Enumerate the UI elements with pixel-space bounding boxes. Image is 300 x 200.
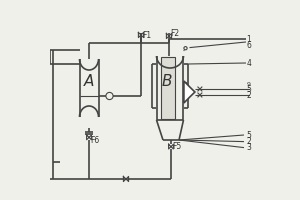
Bar bbox=[161, 57, 175, 119]
Text: F6: F6 bbox=[91, 136, 100, 145]
Text: 5: 5 bbox=[247, 85, 251, 94]
Text: A: A bbox=[84, 74, 94, 90]
Text: 4: 4 bbox=[247, 60, 251, 68]
Text: 6: 6 bbox=[247, 40, 251, 49]
Text: 2: 2 bbox=[247, 137, 251, 146]
Text: 1: 1 bbox=[247, 34, 251, 44]
Text: F2: F2 bbox=[171, 29, 180, 38]
Text: F1: F1 bbox=[142, 30, 152, 40]
Text: B: B bbox=[162, 74, 172, 90]
Text: 2: 2 bbox=[247, 91, 251, 100]
Text: 3: 3 bbox=[247, 143, 251, 152]
Text: 5: 5 bbox=[247, 130, 251, 140]
Text: F5: F5 bbox=[172, 142, 182, 151]
Text: 9: 9 bbox=[247, 82, 250, 86]
Polygon shape bbox=[184, 81, 195, 103]
